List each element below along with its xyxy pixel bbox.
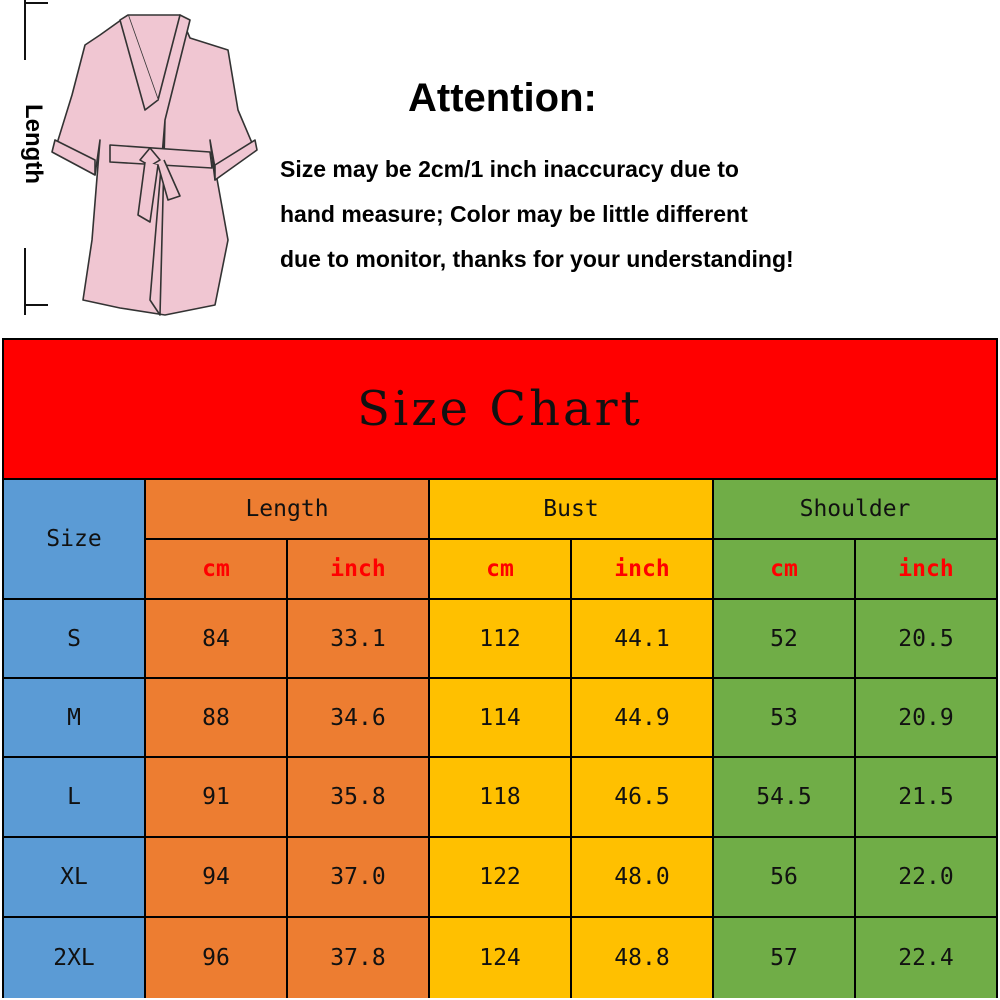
bust-header: Bust bbox=[430, 480, 714, 540]
length-label: Length bbox=[20, 104, 47, 184]
size-label-cell: XL bbox=[4, 838, 146, 918]
size-label-cell: L bbox=[4, 758, 146, 838]
measurement-cell: 57 bbox=[714, 918, 856, 998]
measurement-cell: 52 bbox=[714, 600, 856, 679]
attention-line: due to monitor, thanks for your understa… bbox=[280, 246, 794, 272]
shoulder-header: Shoulder bbox=[714, 480, 996, 540]
size-label-cell: S bbox=[4, 600, 146, 679]
bust-cm-header: cm bbox=[430, 540, 572, 600]
size-chart-title: Size Chart bbox=[4, 340, 996, 480]
measurement-cell: 122 bbox=[430, 838, 572, 918]
measurement-cell: 112 bbox=[430, 600, 572, 679]
size-header: Size bbox=[4, 480, 146, 600]
measurement-cell: 54.5 bbox=[714, 758, 856, 838]
measurement-cell: 118 bbox=[430, 758, 572, 838]
size-chart-table: Size Chart Size Length cm inch Bust cm inch Shou… bbox=[2, 338, 998, 998]
measurement-cell: 114 bbox=[430, 679, 572, 758]
attention-section: Length Attention: Size may be 2cm/1 inch… bbox=[0, 0, 1000, 336]
measurement-cell: 37.8 bbox=[288, 918, 430, 998]
robe-illustration bbox=[24, 0, 258, 316]
shoulder-inch-header: inch bbox=[856, 540, 996, 600]
attention-title: Attention: bbox=[408, 76, 597, 120]
measurement-cell: 44.1 bbox=[572, 600, 714, 679]
attention-line: hand measure; Color may be little differ… bbox=[280, 201, 748, 227]
measurement-cell: 94 bbox=[146, 838, 288, 918]
length-measure-icon bbox=[24, 0, 48, 315]
length-cm-header: cm bbox=[146, 540, 288, 600]
measurement-cell: 20.9 bbox=[856, 679, 996, 758]
measurement-cell: 53 bbox=[714, 679, 856, 758]
measurement-cell: 124 bbox=[430, 918, 572, 998]
attention-line: Size may be 2cm/1 inch inaccuracy due to bbox=[280, 156, 739, 182]
shoulder-cm-header: cm bbox=[714, 540, 856, 600]
measurement-cell: 46.5 bbox=[572, 758, 714, 838]
measurement-cell: 21.5 bbox=[856, 758, 996, 838]
measurement-cell: 91 bbox=[146, 758, 288, 838]
bust-inch-header: inch bbox=[572, 540, 714, 600]
measurement-cell: 44.9 bbox=[572, 679, 714, 758]
measurement-cell: 37.0 bbox=[288, 838, 430, 918]
measurement-cell: 20.5 bbox=[856, 600, 996, 679]
measurement-cell: 96 bbox=[146, 918, 288, 998]
length-header: Length bbox=[146, 480, 430, 540]
size-label-cell: M bbox=[4, 679, 146, 758]
measurement-cell: 48.8 bbox=[572, 918, 714, 998]
size-label-cell: 2XL bbox=[4, 918, 146, 998]
measurement-cell: 33.1 bbox=[288, 600, 430, 679]
measurement-cell: 34.6 bbox=[288, 679, 430, 758]
measurement-cell: 35.8 bbox=[288, 758, 430, 838]
length-inch-header: inch bbox=[288, 540, 430, 600]
measurement-cell: 84 bbox=[146, 600, 288, 679]
measurement-cell: 48.0 bbox=[572, 838, 714, 918]
measurement-cell: 22.0 bbox=[856, 838, 996, 918]
measurement-cell: 22.4 bbox=[856, 918, 996, 998]
measurement-cell: 56 bbox=[714, 838, 856, 918]
measurement-cell: 88 bbox=[146, 679, 288, 758]
